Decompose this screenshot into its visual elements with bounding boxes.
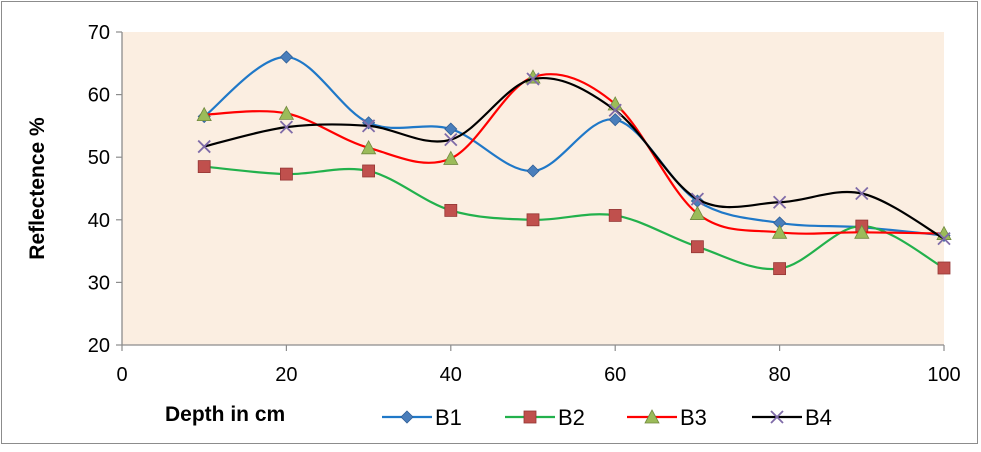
plot-area: [122, 32, 944, 345]
data-point-B2: [197, 160, 211, 173]
data-point-B3: [771, 224, 788, 239]
x-axis-label: Depth in cm: [165, 403, 285, 426]
data-point-B3: [278, 105, 295, 120]
legend-item-B4: B4: [752, 405, 832, 430]
data-point-B4: [937, 231, 951, 246]
series-B4: [197, 72, 951, 246]
y-tick-label: 60: [88, 85, 110, 107]
data-point-B3: [360, 139, 377, 155]
data-point-B4: [444, 133, 458, 147]
data-point-B4: [608, 103, 622, 117]
data-point-B4: [526, 72, 540, 86]
data-point-B2: [691, 240, 704, 254]
x-tick-label: 20: [275, 364, 297, 386]
data-point-B4: [197, 139, 211, 154]
x-tick-label: 80: [768, 364, 790, 386]
data-point-B3: [443, 150, 459, 165]
data-point-B4: [361, 119, 376, 133]
x-tick-label: 60: [604, 364, 626, 386]
y-tick-label: 50: [88, 147, 110, 169]
axes: [121, 32, 944, 346]
data-point-B1: [526, 164, 540, 178]
data-point-B4: [772, 195, 787, 209]
legend-item-B3: B3: [627, 405, 707, 430]
legend-item-B2: B2: [505, 405, 585, 430]
legend-label: B4: [805, 405, 832, 430]
data-point-B3: [689, 205, 706, 220]
data-point-B4: [690, 192, 705, 206]
legend-item-B1: B1: [382, 405, 462, 430]
data-point-B2: [444, 204, 458, 217]
x-tick-label: 100: [927, 364, 960, 386]
data-point-B3: [196, 106, 212, 122]
y-tick-label: 20: [88, 335, 110, 357]
legend-marker: [770, 410, 784, 424]
y-tick-label: 70: [88, 22, 110, 44]
series-line-B3: [204, 73, 945, 235]
data-point-B2: [362, 164, 376, 178]
legend-label: B1: [435, 405, 462, 430]
data-point-B2: [526, 213, 540, 227]
x-axis-ticks: 0 20 40 60 80 100: [116, 345, 961, 386]
legend: B1 B2 B3 B4: [382, 405, 832, 430]
data-point-B2: [937, 261, 951, 275]
data-point-B4: [855, 186, 869, 201]
x-tick-label: 40: [440, 364, 462, 386]
legend-marker: [523, 410, 537, 424]
data-point-B3: [854, 224, 870, 239]
series-line-B1: [203, 55, 945, 237]
data-point-B2: [279, 167, 293, 181]
x-tick-label: 0: [116, 364, 127, 386]
data-point-B4: [279, 120, 294, 134]
y-axis-ticks: 20 30 40 50 60 70: [88, 22, 122, 357]
series-layer: [196, 50, 952, 276]
series-line-B2: [204, 165, 945, 271]
legend-label: B3: [680, 405, 707, 430]
data-point-B1: [444, 122, 458, 136]
data-point-B2: [608, 209, 622, 222]
legend-marker: [400, 410, 414, 424]
data-point-B2: [773, 262, 786, 276]
y-axis-label: Reflectence %: [26, 117, 49, 260]
data-point-B1: [279, 50, 293, 64]
legend-marker: [644, 409, 660, 424]
data-point-B1: [608, 113, 622, 127]
legend-label: B2: [558, 405, 585, 430]
y-tick-label: 30: [88, 272, 110, 294]
y-tick-label: 40: [88, 210, 110, 232]
series-line-B4: [203, 76, 945, 240]
